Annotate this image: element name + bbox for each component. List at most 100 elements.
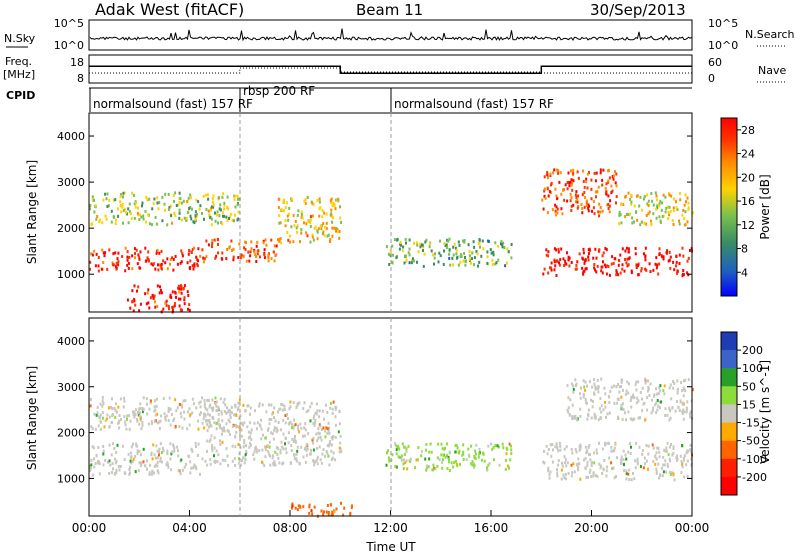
power-echo-cell xyxy=(647,204,650,207)
velocity-echo-cell xyxy=(474,456,477,460)
velocity-echo-cell xyxy=(129,471,131,475)
power-echo-cell xyxy=(455,252,458,256)
velocity-echo-cell xyxy=(150,420,153,424)
velocity-echo-cell xyxy=(252,453,255,457)
power-echo-cell xyxy=(470,261,472,265)
velocity-echo-cell xyxy=(652,446,655,450)
velocity-colorbar-frame xyxy=(720,331,738,496)
velocity-echo-cell xyxy=(658,476,661,480)
power-echo-cell xyxy=(154,215,157,219)
velocity-echo-cell xyxy=(425,468,428,472)
x-tick-label: 00:00 xyxy=(72,521,107,535)
velocity-echo-cell xyxy=(320,461,323,465)
power-echo-cell xyxy=(687,201,690,205)
power-echo-cell xyxy=(417,250,420,254)
power-echo-cell xyxy=(497,258,500,262)
velocity-echo-cell xyxy=(589,453,591,457)
velocity-echo-cell xyxy=(287,422,290,426)
velocity-echo-cell xyxy=(409,459,412,463)
power-echo-cell xyxy=(452,253,455,257)
velocity-echo-cell xyxy=(453,461,456,464)
velocity-echo-cell xyxy=(314,418,317,422)
velocity-echo-cell xyxy=(676,387,679,391)
power-echo-cell xyxy=(608,273,611,277)
velocity-echo-cell xyxy=(240,463,243,467)
velocity-echo-cell xyxy=(657,392,660,396)
power-echo-cell xyxy=(627,191,630,195)
velocity-echo-cell xyxy=(193,402,195,406)
velocity-echo-cell xyxy=(440,453,443,457)
velocity-echo-cell xyxy=(621,417,624,421)
velocity-echo-cell xyxy=(201,421,204,425)
velocity-echo-cell xyxy=(612,466,615,470)
velocity-echo-cell xyxy=(114,409,117,413)
velocity-echo-cell xyxy=(132,442,134,446)
velocity-echo-cell xyxy=(219,397,222,401)
velocity-echo-cell xyxy=(504,467,507,471)
power-echo-cell xyxy=(330,201,333,205)
power-echo-cell xyxy=(399,240,402,244)
velocity-echo-cell xyxy=(425,442,428,446)
velocity-echo-cell xyxy=(156,469,159,473)
velocity-echo-cell xyxy=(219,425,222,429)
nsky-trace-line xyxy=(89,28,692,42)
velocity-echo-cell xyxy=(157,471,160,475)
velocity-echo-cell xyxy=(167,408,170,412)
power-echo-cell xyxy=(475,250,478,253)
x-tick-label: 20:00 xyxy=(574,521,609,535)
velocity-colorbar-tick-label: 100 xyxy=(742,362,763,375)
velocity-echo-cell xyxy=(158,420,161,424)
power-echo-cell xyxy=(492,250,495,254)
velocity-echo-cell xyxy=(452,465,455,469)
velocity-echo-cell xyxy=(259,424,262,428)
velocity-echo-cell xyxy=(167,410,170,414)
power-echo-cell xyxy=(277,206,280,209)
velocity-echo-cell xyxy=(95,454,98,458)
velocity-echo-cell xyxy=(594,474,597,477)
power-echo-cell xyxy=(121,255,124,258)
power-echo-cell xyxy=(468,254,471,258)
power-echo-cell xyxy=(165,304,168,307)
power-echo-cell xyxy=(126,250,129,254)
power-echo-cell xyxy=(600,269,603,273)
power-echo-cell xyxy=(393,238,396,242)
velocity-echo-cell xyxy=(402,458,405,462)
velocity-echo-cell xyxy=(265,410,268,414)
velocity-echo-cell xyxy=(334,405,337,409)
power-echo-cell xyxy=(262,241,265,245)
power-echo-cell xyxy=(624,215,627,218)
velocity-echo-cell xyxy=(312,416,315,420)
power-echo-cell xyxy=(550,261,553,265)
velocity-echo-cell xyxy=(326,411,329,414)
power-echo-cell xyxy=(627,263,630,267)
velocity-echo-cell xyxy=(166,463,169,467)
velocity-echo-cell xyxy=(132,410,134,414)
power-echo-cell xyxy=(555,194,558,198)
velocity-echo-cell xyxy=(624,392,627,396)
velocity-echo-cell xyxy=(273,460,276,464)
velocity-echo-cell xyxy=(322,426,325,430)
velocity-echo-cell xyxy=(587,414,590,417)
velocity-echo-cell xyxy=(229,416,232,420)
power-echo-cell xyxy=(684,193,687,197)
velocity-echo-cell xyxy=(168,396,171,400)
velocity-echo-cell xyxy=(339,434,342,438)
power-echo-cell xyxy=(120,193,122,197)
velocity-echo-cell xyxy=(269,454,271,458)
velocity-echo-cell xyxy=(425,464,428,468)
power-echo-cell xyxy=(542,207,545,211)
power-echo-cell xyxy=(245,259,248,263)
power-echo-cell xyxy=(242,255,245,259)
velocity-echo-cell xyxy=(636,396,639,400)
power-echo-cell xyxy=(278,214,281,218)
velocity-echo-cell xyxy=(679,454,682,458)
power-echo-cell xyxy=(172,305,175,309)
velocity-echo-cell xyxy=(189,460,192,464)
velocity-echo-cell xyxy=(420,450,423,454)
velocity-echo-cell xyxy=(141,410,144,414)
power-echo-cell xyxy=(314,225,317,229)
velocity-echo-cell xyxy=(276,453,279,456)
power-echo-cell xyxy=(619,271,622,275)
velocity-echo-cell xyxy=(170,468,173,472)
